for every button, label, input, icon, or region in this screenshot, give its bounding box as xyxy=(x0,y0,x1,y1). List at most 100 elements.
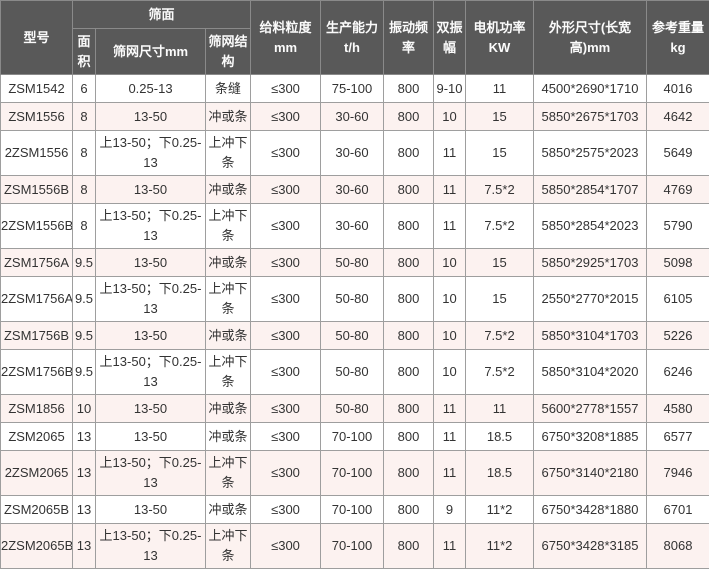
table-row: 2ZSM2065 13 上13-50；下0.25-13 上冲下条 ≤300 70-100 8… xyxy=(0,450,709,496)
cell-feed_size: ≤300 xyxy=(250,495,321,524)
cell-amplitude: 10 xyxy=(433,349,466,395)
cell-power: 11 xyxy=(465,74,534,103)
cell-mesh_size: 13-50 xyxy=(95,175,206,204)
col-header-capacity: 生产能力 t/h xyxy=(320,0,384,75)
cell-mesh_structure: 上冲下条 xyxy=(205,130,251,176)
cell-power: 18.5 xyxy=(465,450,534,496)
cell-dimensions: 5850*2854*1707 xyxy=(533,175,647,204)
cell-amplitude: 10 xyxy=(433,248,466,277)
cell-area: 13 xyxy=(72,422,96,451)
cell-weight: 4642 xyxy=(646,102,709,131)
cell-amplitude: 11 xyxy=(433,394,466,423)
cell-weight: 5790 xyxy=(646,203,709,249)
cell-dimensions: 5600*2778*1557 xyxy=(533,394,647,423)
cell-dimensions: 5850*2854*2023 xyxy=(533,203,647,249)
cell-capacity: 70-100 xyxy=(320,495,384,524)
cell-capacity: 30-60 xyxy=(320,130,384,176)
cell-capacity: 30-60 xyxy=(320,203,384,249)
cell-mesh_structure: 条缝 xyxy=(205,74,251,103)
cell-model: ZSM2065B xyxy=(0,495,73,524)
col-header-frequency: 振动频 率 xyxy=(383,0,434,75)
cell-model: 2ZSM1756A xyxy=(0,276,73,322)
cell-capacity: 50-80 xyxy=(320,394,384,423)
cell-mesh_size: 13-50 xyxy=(95,394,206,423)
col-header-area: 面 积 xyxy=(72,28,96,75)
cell-mesh_size: 0.25-13 xyxy=(95,74,206,103)
cell-weight: 6577 xyxy=(646,422,709,451)
cell-mesh_size: 13-50 xyxy=(95,248,206,277)
cell-mesh_structure: 冲或条 xyxy=(205,102,251,131)
cell-model: ZSM2065 xyxy=(0,422,73,451)
table-row: ZSM1756A 9.5 13-50 冲或条 ≤300 50-80 800 10 15 5850*… xyxy=(0,248,709,277)
col-header-mesh-size: 筛网尺寸mm xyxy=(95,28,206,75)
cell-model: ZSM1542 xyxy=(0,74,73,103)
cell-frequency: 800 xyxy=(383,203,434,249)
table-row: 2ZSM1756B 9.5 上13-50；下0.25-13 上冲下条 ≤300 50-80… xyxy=(0,349,709,395)
cell-power: 15 xyxy=(465,276,534,322)
cell-dimensions: 5850*2675*1703 xyxy=(533,102,647,131)
cell-area: 10 xyxy=(72,394,96,423)
cell-feed_size: ≤300 xyxy=(250,394,321,423)
cell-mesh_size: 13-50 xyxy=(95,495,206,524)
spec-table-body: ZSM1542 6 0.25-13 条缝 ≤300 75-100 800 9-10 11 4500… xyxy=(0,74,709,569)
cell-power: 11*2 xyxy=(465,495,534,524)
col-header-amplitude: 双振 幅 xyxy=(433,0,466,75)
table-row: 2ZSM1756A 9.5 上13-50；下0.25-13 上冲下条 ≤300 50-80… xyxy=(0,276,709,322)
cell-power: 15 xyxy=(465,102,534,131)
cell-amplitude: 10 xyxy=(433,321,466,350)
cell-model: 2ZSM2065B xyxy=(0,523,73,569)
cell-dimensions: 5850*2925*1703 xyxy=(533,248,647,277)
cell-power: 11 xyxy=(465,394,534,423)
cell-model: 2ZSM1756B xyxy=(0,349,73,395)
cell-model: ZSM1756B xyxy=(0,321,73,350)
cell-amplitude: 11 xyxy=(433,450,466,496)
cell-dimensions: 5850*3104*2020 xyxy=(533,349,647,395)
cell-mesh_structure: 上冲下条 xyxy=(205,349,251,395)
cell-mesh_size: 13-50 xyxy=(95,422,206,451)
cell-feed_size: ≤300 xyxy=(250,523,321,569)
cell-weight: 5226 xyxy=(646,321,709,350)
cell-feed_size: ≤300 xyxy=(250,175,321,204)
cell-amplitude: 11 xyxy=(433,175,466,204)
spec-table-header: 型号 筛面 给料粒度 mm 生产能力 t/h 振动频 率 双振 幅 电机功率 K… xyxy=(0,0,709,75)
cell-capacity: 50-80 xyxy=(320,276,384,322)
cell-dimensions: 5850*2575*2023 xyxy=(533,130,647,176)
cell-mesh_structure: 冲或条 xyxy=(205,248,251,277)
cell-weight: 4769 xyxy=(646,175,709,204)
cell-model: 2ZSM1556B xyxy=(0,203,73,249)
cell-weight: 6246 xyxy=(646,349,709,395)
cell-frequency: 800 xyxy=(383,450,434,496)
cell-frequency: 800 xyxy=(383,130,434,176)
cell-power: 7.5*2 xyxy=(465,321,534,350)
cell-frequency: 800 xyxy=(383,523,434,569)
table-row: ZSM2065 13 13-50 冲或条 ≤300 70-100 800 11 18.5 6750… xyxy=(0,422,709,451)
cell-mesh_structure: 冲或条 xyxy=(205,394,251,423)
cell-area: 9.5 xyxy=(72,349,96,395)
cell-mesh_structure: 冲或条 xyxy=(205,175,251,204)
cell-mesh_size: 13-50 xyxy=(95,102,206,131)
cell-frequency: 800 xyxy=(383,102,434,131)
cell-area: 13 xyxy=(72,495,96,524)
col-header-weight: 参考重量 kg xyxy=(646,0,709,75)
cell-area: 13 xyxy=(72,450,96,496)
cell-frequency: 800 xyxy=(383,495,434,524)
cell-capacity: 50-80 xyxy=(320,321,384,350)
col-header-model: 型号 xyxy=(0,0,73,75)
table-row: ZSM1556 8 13-50 冲或条 ≤300 30-60 800 10 15 5850*267… xyxy=(0,102,709,131)
cell-dimensions: 6750*3208*1885 xyxy=(533,422,647,451)
col-header-dimensions: 外形尺寸(长宽 高)mm xyxy=(533,0,647,75)
cell-mesh_size: 上13-50；下0.25-13 xyxy=(95,203,206,249)
col-header-feed-size: 给料粒度 mm xyxy=(250,0,321,75)
cell-weight: 8068 xyxy=(646,523,709,569)
cell-feed_size: ≤300 xyxy=(250,321,321,350)
cell-dimensions: 5850*3104*1703 xyxy=(533,321,647,350)
cell-mesh_size: 上13-50；下0.25-13 xyxy=(95,276,206,322)
table-row: 2ZSM1556 8 上13-50；下0.25-13 上冲下条 ≤300 30-60 800… xyxy=(0,130,709,176)
cell-mesh_size: 上13-50；下0.25-13 xyxy=(95,349,206,395)
cell-dimensions: 6750*3428*3185 xyxy=(533,523,647,569)
cell-mesh_size: 13-50 xyxy=(95,321,206,350)
cell-model: 2ZSM1556 xyxy=(0,130,73,176)
cell-capacity: 70-100 xyxy=(320,523,384,569)
